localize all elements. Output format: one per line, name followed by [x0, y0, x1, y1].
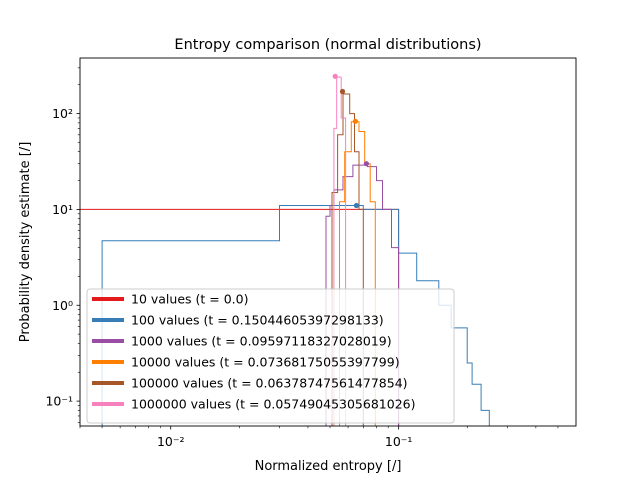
y-tick-label: 10⁻¹	[45, 394, 73, 409]
series-line-2	[325, 164, 400, 426]
y-axis-label: Probability density estimate [/]	[18, 142, 33, 343]
y-axis-ticks: 10⁻¹ 10⁰ 10¹ 10²	[45, 67, 80, 423]
x-axis-ticks: 10⁻² 10⁻¹	[79, 426, 559, 449]
legend-label-2: 1000 values (t = 0.09597118327028019)	[131, 334, 392, 349]
y-tick-label: 10⁰	[52, 298, 73, 313]
series-line-5	[333, 76, 347, 426]
legend-label-5: 1000000 values (t = 0.05749045305681026)	[131, 397, 415, 412]
y-tick-label: 10¹	[52, 202, 73, 217]
series-marker-4	[339, 88, 346, 95]
x-tick-label: 10⁻¹	[385, 434, 413, 449]
series-line-4	[331, 93, 364, 426]
legend-label-1: 100 values (t = 0.15044605397298133)	[131, 313, 384, 328]
legend: 10 values (t = 0.0) 100 values (t = 0.150…	[86, 288, 455, 424]
legend-label-4: 100000 values (t = 0.06378747561477854)	[131, 376, 408, 391]
chart-title: Entropy comparison (normal distributions…	[174, 37, 481, 53]
series-line-3	[339, 121, 376, 426]
y-tick-label: 10²	[52, 106, 73, 121]
series-line-1	[101, 205, 490, 426]
series-marker-1	[353, 202, 359, 209]
series-marker-3	[352, 118, 358, 124]
marker-layer	[332, 73, 369, 209]
x-tick-label: 10⁻²	[157, 434, 185, 449]
series-marker-5	[332, 73, 338, 79]
plot-frame	[79, 57, 577, 427]
series-marker-2	[363, 161, 369, 167]
legend-label-3: 10000 values (t = 0.07368175055397799)	[131, 355, 400, 370]
x-axis-label: Normalized entropy [/]	[255, 459, 402, 474]
legend-label-0: 10 values (t = 0.0)	[131, 292, 248, 307]
legend-box	[86, 288, 455, 424]
